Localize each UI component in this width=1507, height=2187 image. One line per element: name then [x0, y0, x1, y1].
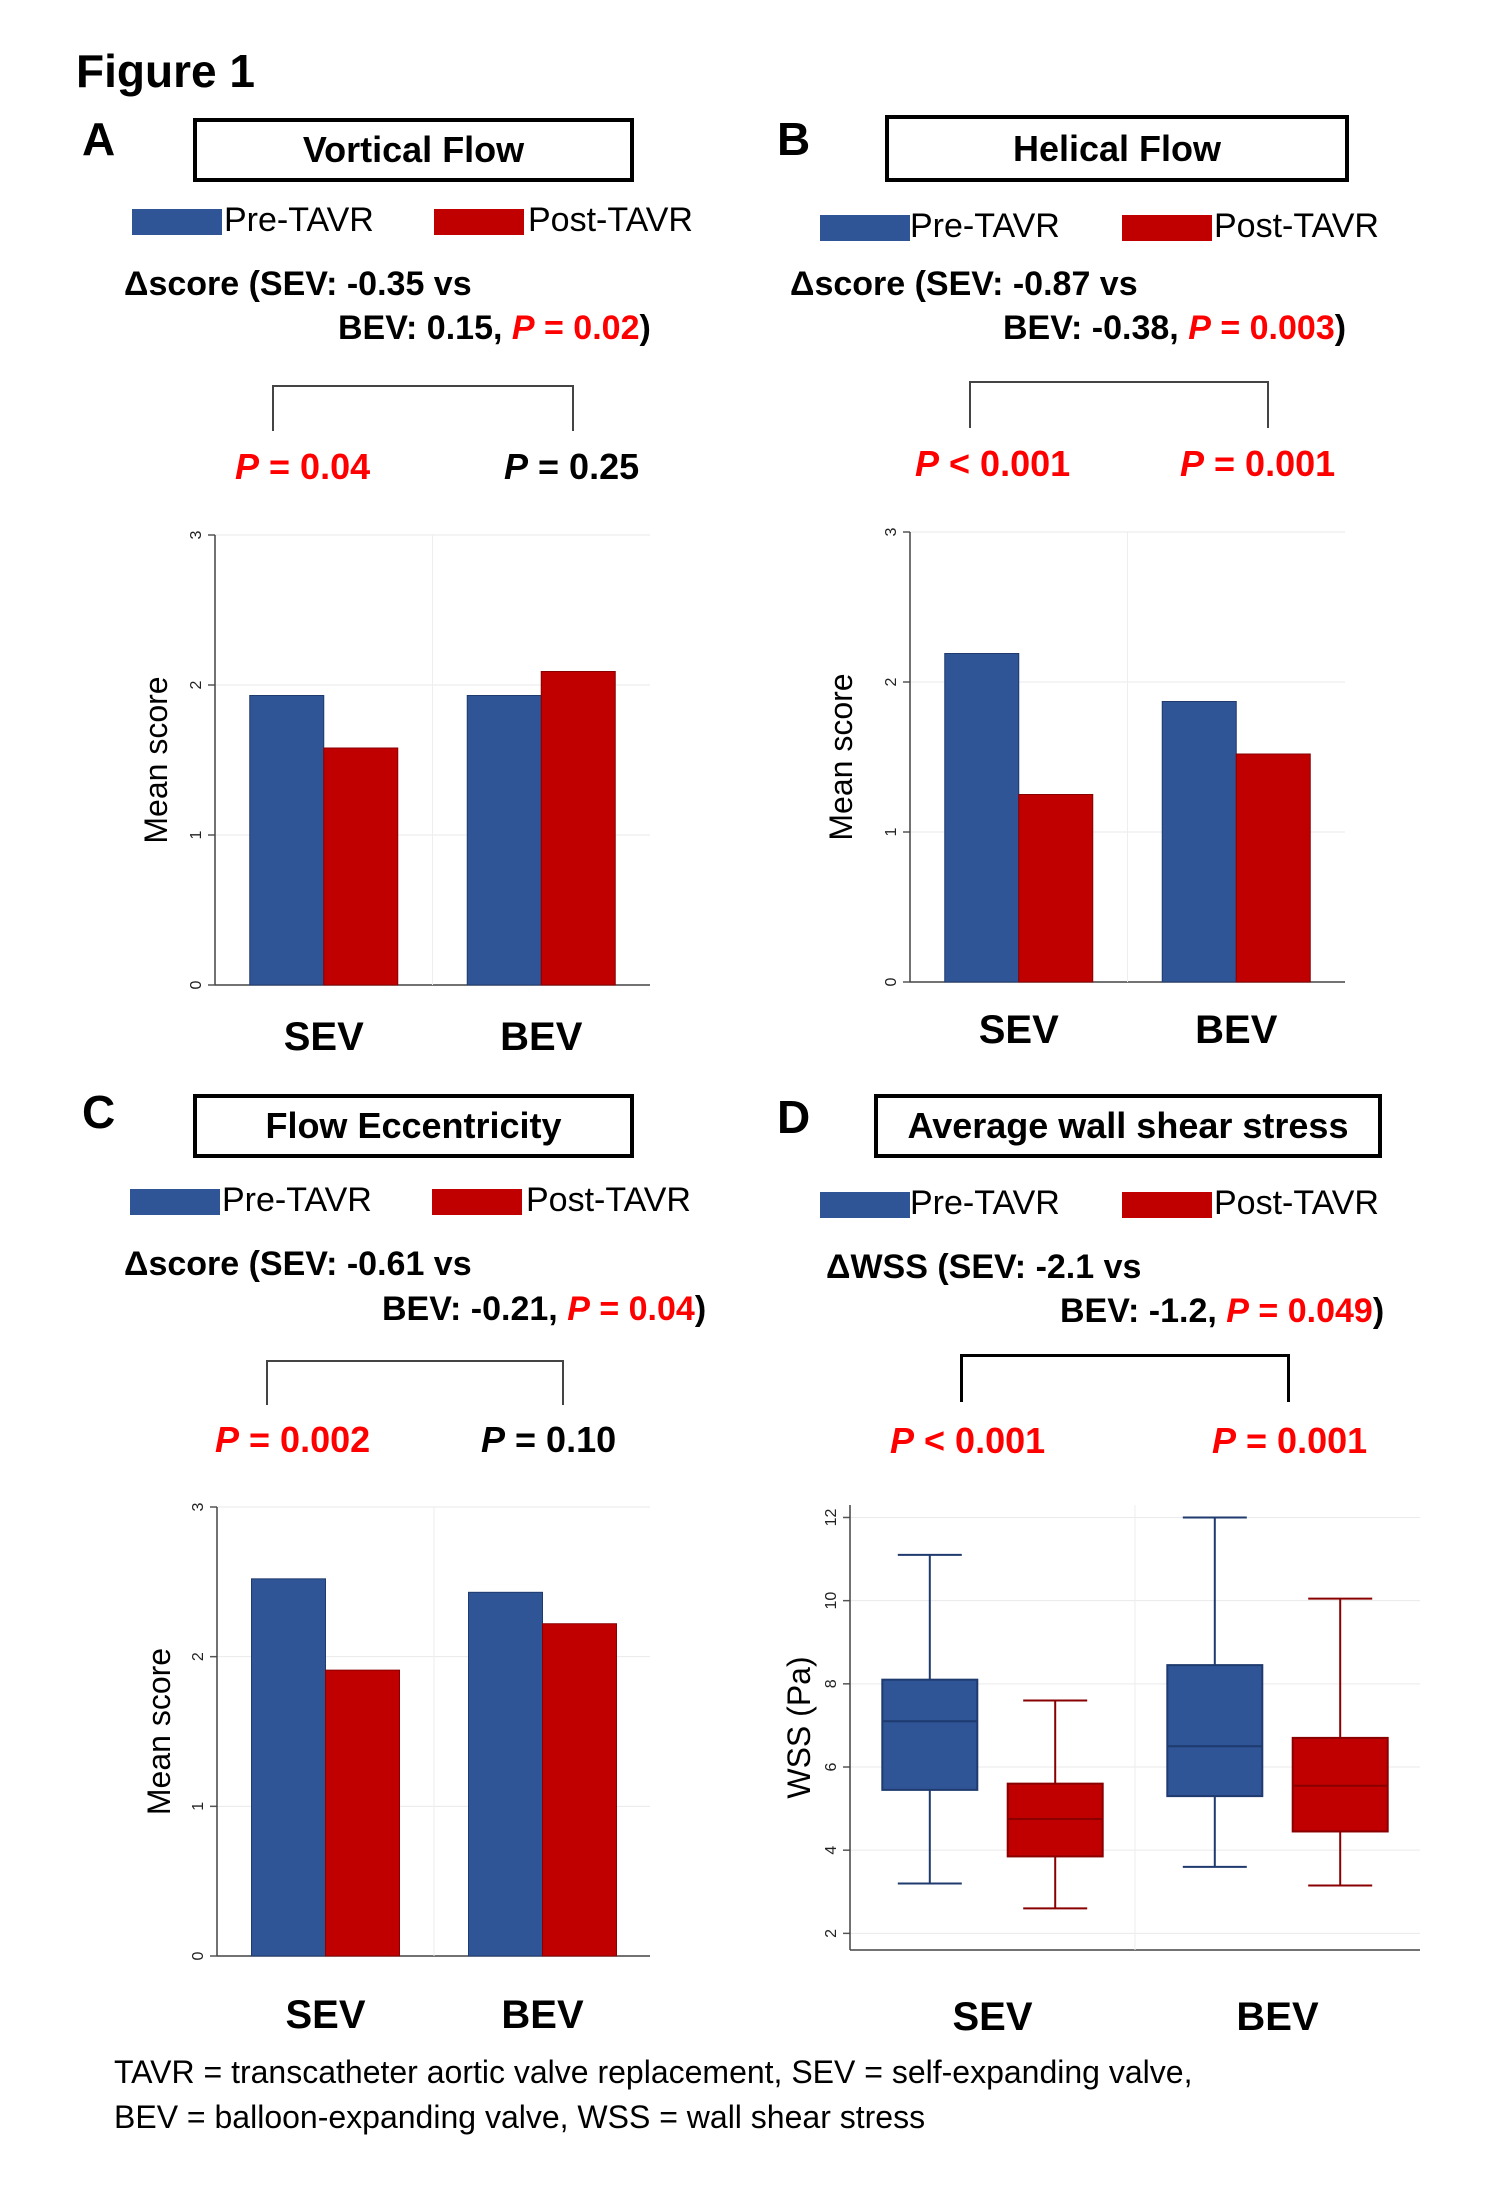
footnote-line2: BEV = balloon-expanding valve, WSS = wal… — [114, 2099, 926, 2135]
x-category-sev: SEV — [285, 1993, 365, 2037]
panel-d-p-bev: P = 0.001 — [1212, 1420, 1368, 1461]
panel-b-p-sev: P < 0.001 — [915, 443, 1071, 484]
panel-b-p-bev: P = 0.001 — [1180, 443, 1336, 484]
y-tick-label: 2 — [883, 677, 900, 686]
bar-bev-post — [1235, 753, 1311, 983]
bar-sev-post — [323, 747, 399, 986]
bar-sev-post — [325, 1669, 400, 1957]
y-tick-label: 1 — [188, 830, 205, 839]
panel-d-p-sev: P < 0.001 — [890, 1420, 1046, 1461]
footnote-line1: TAVR = transcatheter aortic valve replac… — [114, 2054, 1193, 2090]
box-sev-pre — [881, 1678, 979, 1791]
x-category-sev: SEV — [952, 1995, 1032, 2039]
panel-letter-b: B — [777, 113, 811, 165]
bar-sev-pre — [944, 653, 1020, 983]
panel-a-delta-line2: BEV: 0.15, P = 0.02) — [338, 309, 651, 347]
panel-d-box-chart: 2 4 6 8 10 12 WSS (Pa) SEV BEV — [781, 1505, 1420, 2039]
panel-b-title: Helical Flow — [885, 115, 1349, 182]
x-category-sev: SEV — [979, 1008, 1059, 1052]
box-bev-pre — [1166, 1664, 1264, 1798]
panel-b-delta-line1: Δscore (SEV: -0.87 vs — [790, 265, 1138, 303]
panel-a-comparison-bracket — [272, 385, 574, 431]
y-tick-label: 1 — [190, 1802, 207, 1811]
x-category-bev: BEV — [1195, 1008, 1278, 1052]
bar-bev-post — [542, 1623, 617, 1957]
legend-post-label: Post-TAVR — [1214, 207, 1379, 245]
panel-d-title: Average wall shear stress — [874, 1094, 1382, 1158]
y-axis-label: Mean score — [141, 1648, 177, 1815]
y-tick-label: 2 — [823, 1929, 840, 1938]
y-tick-label: 3 — [883, 527, 900, 536]
panel-d-comparison-bracket — [960, 1354, 1290, 1402]
panel-b-comparison-bracket — [969, 381, 1269, 428]
panel-letter-c: C — [82, 1086, 116, 1138]
panel-c-comparison-bracket — [266, 1360, 564, 1405]
legend-pre-label: Pre-TAVR — [222, 1181, 372, 1219]
bar-sev-pre — [249, 695, 325, 986]
legend-pre-swatch — [132, 209, 222, 235]
y-tick-label: 0 — [190, 1951, 207, 1960]
panel-c-delta-line2: BEV: -0.21, P = 0.04) — [382, 1290, 707, 1328]
legend-post-swatch — [432, 1189, 522, 1215]
y-tick-label: 3 — [188, 530, 205, 539]
panel-c-title: Flow Eccentricity — [193, 1094, 634, 1158]
panel-b-delta-line2: BEV: -0.38, P = 0.003) — [1003, 309, 1347, 347]
bar-bev-post — [540, 671, 616, 986]
bar-bev-pre — [468, 1591, 543, 1957]
box-bev-post — [1291, 1736, 1389, 1833]
y-tick-label: 10 — [823, 1592, 840, 1610]
panel-letter-d: D — [777, 1091, 811, 1143]
legend-pre-label: Pre-TAVR — [224, 201, 374, 239]
y-axis-label: Mean score — [138, 676, 174, 843]
panel-a-title: Vortical Flow — [193, 118, 634, 182]
y-tick-label: 2 — [190, 1652, 207, 1661]
panel-b-bar-chart: 0 1 2 3 Mean score SEV BEV — [825, 527, 1345, 1052]
panel-a-bar-chart: 0 1 2 3 Mean score SEV BEV — [138, 530, 650, 1059]
bar-sev-post — [1018, 794, 1094, 983]
box-sev-post — [1006, 1782, 1104, 1858]
panel-c-p-bev: P = 0.10 — [481, 1419, 617, 1460]
legend-pre-swatch — [130, 1189, 220, 1215]
x-category-bev: BEV — [1236, 1995, 1319, 2039]
y-tick-label: 8 — [823, 1679, 840, 1688]
legend-post-label: Post-TAVR — [528, 201, 693, 239]
y-tick-label: 6 — [823, 1762, 840, 1771]
y-axis-label: WSS (Pa) — [781, 1656, 817, 1798]
panel-a-delta-line1: Δscore (SEV: -0.35 vs — [124, 265, 472, 303]
legend-pre-swatch — [820, 215, 910, 241]
panel-d-delta-line1: ΔWSS (SEV: -2.1 vs — [826, 1248, 1142, 1286]
legend-post-label: Post-TAVR — [1214, 1184, 1379, 1222]
y-tick-label: 1 — [883, 827, 900, 836]
legend-post-label: Post-TAVR — [526, 1181, 691, 1219]
legend-post-swatch — [1122, 215, 1212, 241]
legend-post-swatch — [434, 209, 524, 235]
y-tick-label: 3 — [190, 1502, 207, 1511]
x-category-sev: SEV — [284, 1015, 364, 1059]
y-axis-label: Mean score — [825, 673, 859, 840]
y-tick-label: 12 — [823, 1508, 840, 1526]
legend-pre-swatch — [820, 1192, 910, 1218]
panel-c-p-sev: P = 0.002 — [215, 1419, 371, 1460]
legend-pre-label: Pre-TAVR — [910, 207, 1060, 245]
panel-d-delta-line2: BEV: -1.2, P = 0.049) — [1060, 1292, 1385, 1330]
panel-c-delta-line1: Δscore (SEV: -0.61 vs — [124, 1245, 472, 1283]
panel-a-p-bev: P = 0.25 — [504, 446, 640, 487]
y-tick-label: 4 — [823, 1846, 840, 1855]
bar-bev-pre — [466, 695, 542, 986]
figure-title: Figure 1 — [76, 45, 255, 97]
panel-c-bar-chart: 0 1 2 3 Mean score SEV BEV — [141, 1502, 650, 2037]
y-tick-label: 2 — [188, 680, 205, 689]
legend-post-swatch — [1122, 1192, 1212, 1218]
panel-a-p-sev: P = 0.04 — [235, 446, 371, 487]
x-category-bev: BEV — [500, 1015, 583, 1059]
panel-letter-a: A — [82, 113, 116, 165]
y-tick-label: 0 — [883, 977, 900, 986]
y-tick-label: 0 — [188, 980, 205, 989]
bar-bev-pre — [1161, 701, 1237, 983]
legend-pre-label: Pre-TAVR — [910, 1184, 1060, 1222]
bar-sev-pre — [251, 1578, 326, 1957]
x-category-bev: BEV — [501, 1993, 584, 2037]
